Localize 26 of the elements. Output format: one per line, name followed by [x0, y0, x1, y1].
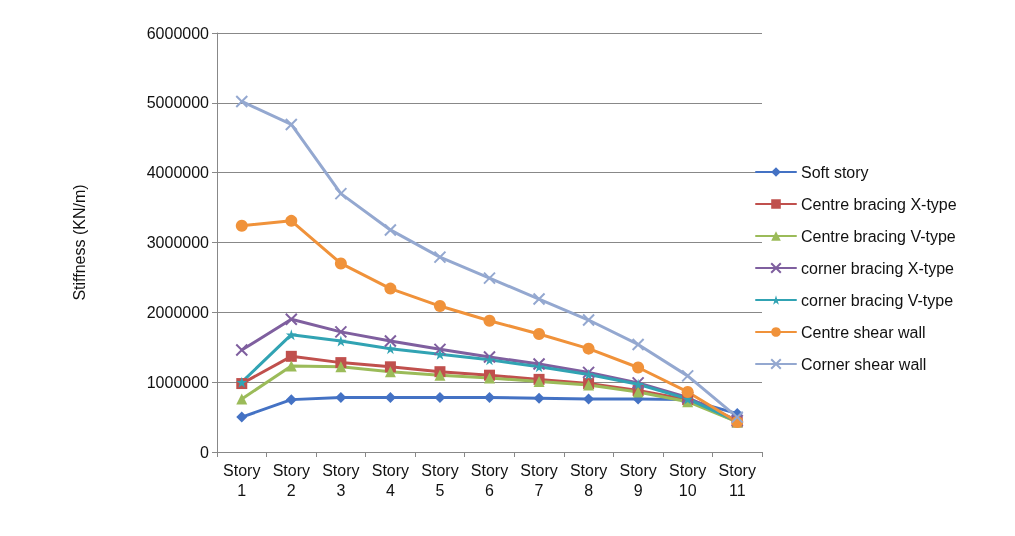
x-tick-label: Story 7 — [520, 461, 558, 499]
x-tick-label: Story 10 — [669, 461, 707, 499]
legend-label: Corner shear wall — [801, 355, 927, 373]
legend-label: Centre bracing V-type — [801, 227, 956, 245]
x-tick-label: Story 9 — [619, 461, 657, 499]
x-tick-label: Story 2 — [272, 461, 310, 499]
y-tick-label: 4000000 — [146, 164, 210, 182]
y-tick-label: 1000000 — [146, 373, 210, 391]
x-tick-label: Story 3 — [322, 461, 360, 499]
y-tick-label: 2000000 — [146, 303, 210, 321]
y-tick-label: 5000000 — [146, 94, 210, 112]
y-tick-label: 3000000 — [146, 234, 210, 251]
x-tick-label: Story 8 — [569, 461, 608, 499]
y-tick-label: 0 — [200, 443, 210, 461]
legend-label: corner bracing X-type — [801, 259, 955, 277]
legend-label: Centre bracing X-type — [801, 195, 957, 213]
x-tick-label: Story 5 — [421, 461, 459, 499]
y-tick-label: 6000000 — [146, 24, 210, 42]
x-tick-label: Story 4 — [371, 461, 410, 499]
x-tick-label: Story 11 — [718, 461, 756, 499]
legend-label: corner bracing V-type — [801, 291, 954, 309]
legend-label: Centre shear wall — [801, 323, 926, 341]
x-tick-label: Story 6 — [470, 461, 509, 499]
x-tick-label: Story 1 — [223, 461, 261, 499]
legend-label: Soft story — [801, 163, 869, 181]
y-axis-title: Stiffness (KN/m) — [70, 184, 88, 301]
